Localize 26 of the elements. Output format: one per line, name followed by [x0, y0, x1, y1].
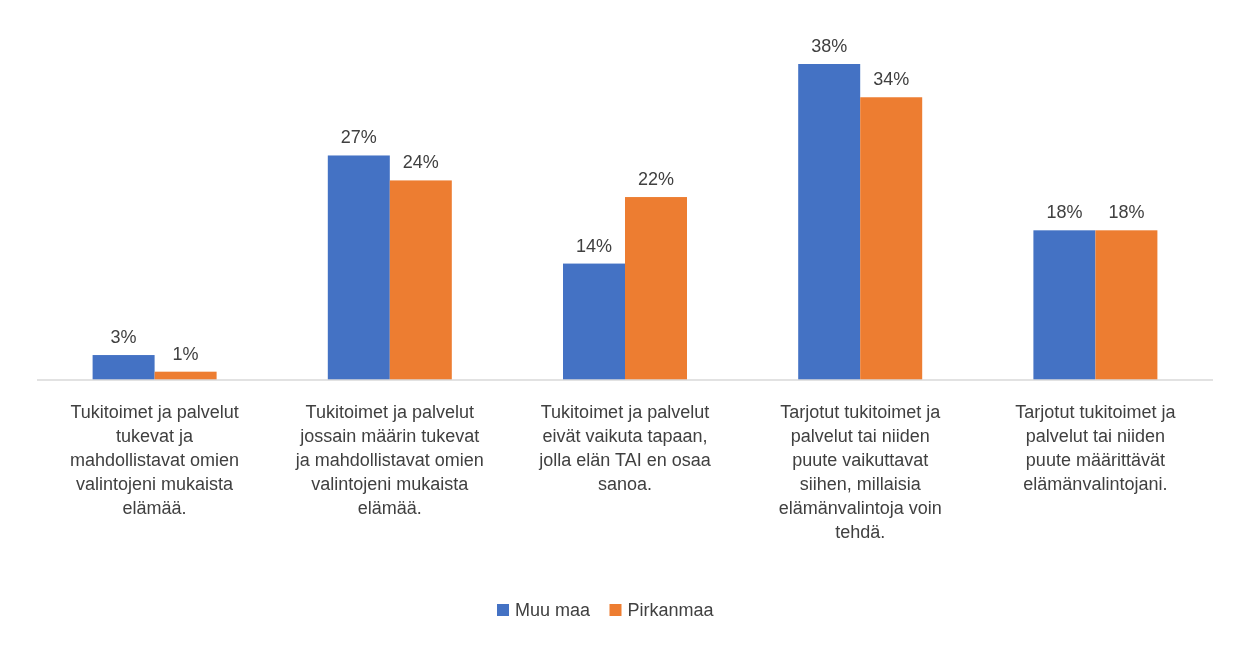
data-label: 18% [1046, 202, 1083, 223]
data-label: 38% [811, 36, 848, 56]
bar [625, 197, 687, 380]
bar [1095, 230, 1158, 380]
data-label: 14% [575, 235, 613, 256]
legend-label: Muu maa [515, 600, 592, 620]
x-tick-label: Tukitoimet ja palvelut jossain määrin tukevat ja mahdollistavat omien valintojeni mukaista elämää. [294, 402, 484, 518]
x-tick-label: Tarjotut tukitoimet ja palvelut tai niiden puute määrittävät elämänvalintojani. [1015, 402, 1177, 494]
data-label: 3% [110, 327, 137, 348]
bar [798, 64, 861, 380]
bar [563, 263, 625, 380]
bar [1033, 230, 1096, 380]
data-label: 22% [637, 169, 675, 190]
bar [327, 155, 390, 380]
bar [389, 180, 452, 380]
data-label: 34% [873, 69, 910, 90]
x-tick-label: Tukitoimet ja palvelut eivät vaikuta tapaan, jolla elän TAI en osaa sanoa. [538, 402, 712, 494]
x-tick-label: Tukitoimet ja palvelut tukevat ja mahdollistavat omien valintojeni mukaista elämää. [70, 402, 240, 518]
bar [92, 355, 155, 380]
x-tick-label: Tarjotut tukitoimet ja palvelut tai niiden puute vaikuttavat siihen, millaisia elämänvalintoja voin tehdä. [778, 402, 942, 542]
data-label: 18% [1108, 202, 1145, 223]
bar [860, 97, 923, 380]
data-label: 24% [402, 152, 439, 173]
data-label: 1% [172, 343, 199, 364]
legend-label: Pirkanmaa [627, 600, 715, 620]
data-label: 27% [340, 127, 377, 148]
